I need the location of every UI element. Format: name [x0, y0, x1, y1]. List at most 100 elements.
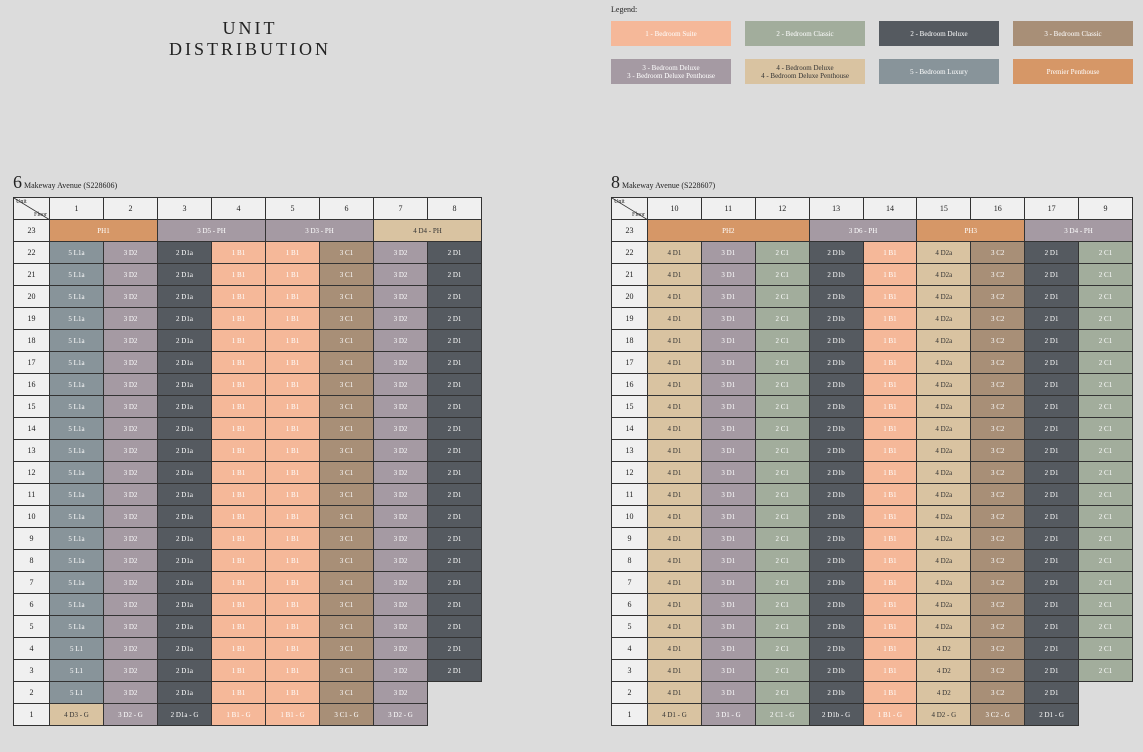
- unit-cell: 3 C2: [970, 593, 1026, 616]
- unit-cell: 1 B1: [862, 373, 918, 396]
- unit-cell: 2 D1b: [808, 681, 864, 704]
- floor-label: 21: [611, 263, 648, 286]
- legend-swatch-d2x: 2 - Bedroom Deluxe: [879, 21, 999, 46]
- unit-cell: 1 B1: [862, 241, 918, 264]
- unit-cell: 4 D1: [647, 373, 702, 396]
- unit-cell: 2 D1: [427, 395, 482, 418]
- unit-cell: 3 C1: [319, 461, 374, 484]
- unit-cell: 3 D2: [103, 549, 158, 572]
- unit-cell: 1 B1: [265, 351, 320, 374]
- unit-cell: 2 D1a: [157, 329, 212, 352]
- unit-cell: 2 D1: [1024, 637, 1079, 660]
- unit-cell: 2 D1: [1024, 527, 1079, 550]
- unit-cell: 3 D1: [700, 395, 756, 418]
- unit-cell: 4 D1: [647, 263, 702, 286]
- unit-cell: 1 B1: [862, 681, 918, 704]
- unit-cell: 2 C1: [754, 329, 810, 352]
- unit-cell: 4 D1: [647, 307, 702, 330]
- unit-cell: 5 L1a: [49, 373, 104, 396]
- unit-cell: 2 D1a: [157, 373, 212, 396]
- unit-cell: 4 D2a: [916, 461, 972, 484]
- unit-cell: 1 B1: [211, 263, 266, 286]
- unit-cell: 5 L1a: [49, 307, 104, 330]
- unit-cell: 1 B1: [862, 263, 918, 286]
- unit-cell: 3 C2: [970, 549, 1026, 572]
- unit-cell: 2 D1b: [808, 527, 864, 550]
- floor-label: 12: [611, 461, 648, 484]
- unit-cell: 1 B1: [265, 329, 320, 352]
- unit-cell: 3 C1: [319, 571, 374, 594]
- unit-cell: 1 B1: [211, 527, 266, 550]
- unit-cell: 1 B1: [211, 593, 266, 616]
- unit-cell: 2 D1b: [808, 373, 864, 396]
- unit-cell: 4 D1: [647, 417, 702, 440]
- unit-cell: 3 C1: [319, 285, 374, 308]
- unit-cell: 2 C1: [1078, 593, 1133, 616]
- legend-swatch-l5: 5 - Bedroom Luxury: [879, 59, 999, 84]
- unit-header: 16: [970, 197, 1026, 220]
- unit-cell: 2 D1a: [157, 483, 212, 506]
- unit-cell: 1 B1: [211, 659, 266, 682]
- unit-cell: 3 C1: [319, 395, 374, 418]
- unit-cell: 1 B1: [211, 483, 266, 506]
- unit-cell: 2 C1: [1078, 527, 1133, 550]
- unit-cell: 3 D2: [103, 417, 158, 440]
- unit-cell: 4 D2a: [916, 505, 972, 528]
- unit-cell: 2 C1: [754, 681, 810, 704]
- unit-cell: 3 D2: [373, 351, 428, 374]
- penthouse-cell: 4 D4 - PH: [373, 219, 482, 242]
- floor-row: 20 5 L1a 3 D2 2 D1a 1 B1 1 B1 3 C1 3 D2 2 D1: [13, 285, 482, 308]
- unit-cell: 3 C1: [319, 483, 374, 506]
- penthouse-cell: 3 D4 - PH: [1024, 219, 1133, 242]
- penthouse-cell: 3 D5 - PH: [157, 219, 266, 242]
- unit-cell: 4 D2a: [916, 307, 972, 330]
- unit-cell: 2 D1: [1024, 263, 1079, 286]
- unit-cell: 4 D1 - G: [647, 703, 702, 726]
- unit-cell: 1 B1: [862, 549, 918, 572]
- unit-cell: 2 C1 - G: [754, 703, 810, 726]
- unit-cell: 4 D2a: [916, 263, 972, 286]
- floor-label: 13: [611, 439, 648, 462]
- unit-cell: 4 D1: [647, 395, 702, 418]
- unit-cell: 3 D1: [700, 439, 756, 462]
- unit-cell: 2 D1: [1024, 615, 1079, 638]
- floor-row: 11 4 D1 3 D1 2 C1 2 D1b 1 B1 4 D2a 3 C2 2 D1 2 C1: [611, 483, 1133, 506]
- unit-cell: 2 D1a: [157, 637, 212, 660]
- unit-cell: 2 D1: [1024, 417, 1079, 440]
- page-title-line-2: DISTRIBUTION: [169, 39, 331, 59]
- floor-label: 9: [13, 527, 50, 550]
- unit-cell: 4 D2a: [916, 571, 972, 594]
- unit-header: 14: [862, 197, 918, 220]
- unit-cell: 4 D2a: [916, 395, 972, 418]
- unit-cell: 1 B1: [265, 439, 320, 462]
- unit-cell: 2 C1: [1078, 241, 1133, 264]
- unit-header: 12: [754, 197, 810, 220]
- unit-cell: 2 C1: [1078, 351, 1133, 374]
- unit-cell: 2 D1: [1024, 681, 1079, 704]
- unit-cell: 4 D1: [647, 461, 702, 484]
- unit-cell: 4 D1: [647, 659, 702, 682]
- floor-row: 13 5 L1a 3 D2 2 D1a 1 B1 1 B1 3 C1 3 D2 2 D1: [13, 439, 482, 462]
- unit-cell: 2 C1: [754, 351, 810, 374]
- unit-cell: 4 D2a: [916, 329, 972, 352]
- floor-row: 13 4 D1 3 D1 2 C1 2 D1b 1 B1 4 D2a 3 C2 2 D1 2 C1: [611, 439, 1133, 462]
- unit-cell: 2 C1: [1078, 285, 1133, 308]
- unit-cell: 3 D2: [103, 263, 158, 286]
- unit-header: 1: [49, 197, 104, 220]
- unit-cell: 3 D1: [700, 417, 756, 440]
- unit-cell: 2 D1a: [157, 307, 212, 330]
- unit-cell: 5 L1a: [49, 483, 104, 506]
- unit-cell: 3 C1: [319, 659, 374, 682]
- floor-label: 7: [611, 571, 648, 594]
- floor-row: 17 5 L1a 3 D2 2 D1a 1 B1 1 B1 3 C1 3 D2 2 D1: [13, 351, 482, 374]
- floor-label: 9: [611, 527, 648, 550]
- unit-cell: 1 B1: [211, 417, 266, 440]
- legend-swatch-d3: 3 - Bedroom Deluxe 3 - Bedroom Deluxe Pe…: [611, 59, 731, 84]
- unit-cell: 1 B1: [211, 549, 266, 572]
- unit-cell: 2 C1: [1078, 483, 1133, 506]
- unit-cell: 3 D2: [373, 329, 428, 352]
